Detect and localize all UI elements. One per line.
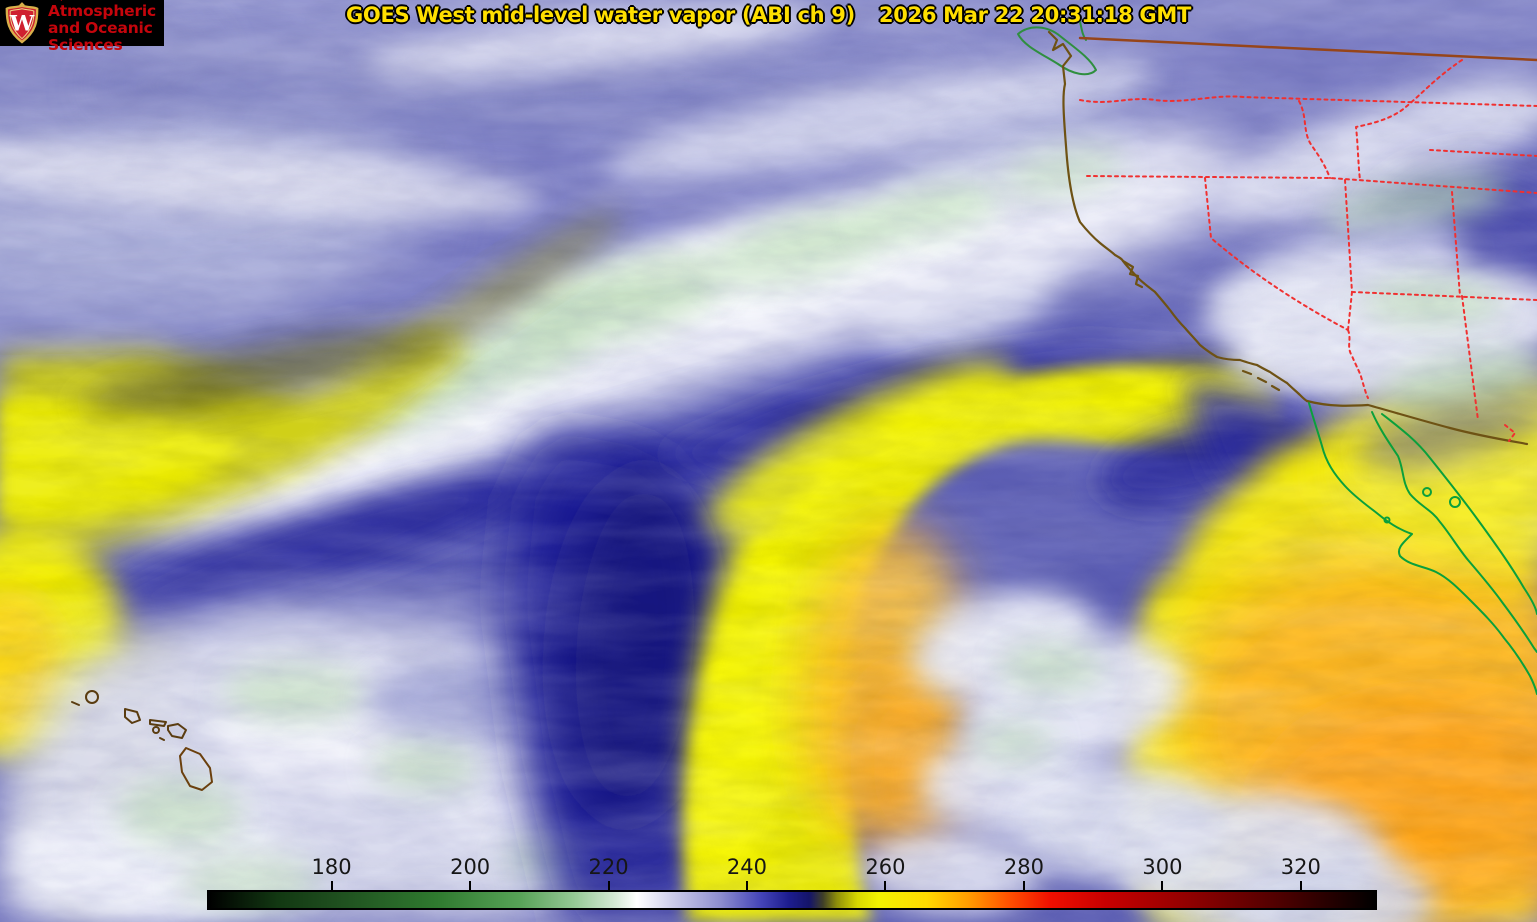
hawaii-islands-outline (71, 690, 213, 791)
sf-bay-outline (1121, 259, 1144, 289)
baja-coastline (1308, 402, 1537, 695)
us-coastline (1047, 30, 1309, 403)
image-title: GOES West mid-level water vapor (ABI ch … (346, 3, 855, 27)
image-timestamp: 2026 Mar 22 20:31:18 GMT (878, 3, 1191, 27)
logo-dept-line: Department of (48, 0, 164, 1)
svg-text:W: W (9, 11, 35, 37)
uw-aos-logo: W Department of Atmospheric and Oceanic … (0, 0, 164, 53)
us-canada-border (1078, 36, 1537, 62)
logo-text: Department of Atmospheric and Oceanic Sc… (48, 0, 164, 53)
uw-crest-icon: W (5, 2, 39, 44)
us-mexico-border (1305, 399, 1529, 446)
logo-line-2: and Oceanic Sciences (48, 18, 153, 54)
title-bar: GOES West mid-level water vapor (ABI ch … (0, 3, 1537, 27)
state-borders (1079, 59, 1537, 442)
logo-line-1: Atmospheric (48, 2, 157, 21)
channel-islands (1241, 369, 1281, 392)
map-overlay (71, 7, 1537, 791)
